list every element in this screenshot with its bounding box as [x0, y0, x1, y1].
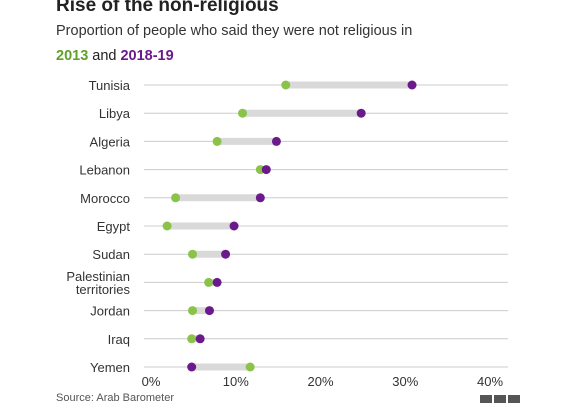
category-label: Egypt	[97, 219, 131, 234]
chart-title: Rise of the non-religious	[56, 0, 279, 16]
dot-2018	[407, 80, 417, 90]
dot-2013	[245, 362, 255, 372]
legend: 2013 and 2018-19	[56, 47, 174, 65]
x-tick-label: 30%	[392, 374, 418, 389]
dot-2013	[188, 249, 198, 259]
dot-2018	[187, 362, 197, 372]
source-note: Source: Arab Barometer	[56, 392, 175, 404]
category-label: Jordan	[90, 304, 130, 319]
x-tick-label: 10%	[223, 374, 249, 389]
chart-subtitle: Proportion of people who said they were …	[56, 23, 413, 39]
bbc-logo	[480, 395, 520, 403]
category-label: Libya	[99, 106, 131, 121]
dot-2013	[171, 193, 181, 203]
category-label: Morocco	[80, 191, 130, 206]
x-tick-label: 0%	[142, 374, 161, 389]
dot-2018	[204, 306, 214, 316]
dot-2018	[261, 165, 271, 175]
dot-2013	[204, 277, 214, 287]
dot-2018	[271, 136, 281, 146]
x-tick-label: 40%	[477, 374, 503, 389]
category-label: Tunisia	[89, 78, 131, 93]
dot-2018	[221, 249, 231, 259]
category-label: Sudan	[92, 247, 130, 262]
dot-2013	[162, 221, 172, 231]
dot-2018	[255, 193, 265, 203]
dot-2013	[281, 80, 291, 90]
legend-label-2018: 2018-19	[120, 48, 174, 64]
dot-2013	[238, 108, 248, 118]
x-tick-label: 20%	[307, 374, 333, 389]
category-label: Yemen	[90, 360, 130, 375]
dot-2013	[187, 334, 197, 344]
legend-connector-text: and	[92, 48, 117, 64]
dot-2018	[195, 334, 205, 344]
category-label: Lebanon	[79, 163, 130, 178]
category-label: Iraq	[108, 332, 130, 347]
legend-label-2013: 2013	[56, 48, 89, 64]
dot-2013	[212, 136, 222, 146]
dot-2018	[356, 108, 366, 118]
category-label: Palestinian territories	[66, 269, 130, 297]
dot-2013	[188, 306, 198, 316]
dot-2018	[229, 221, 239, 231]
dot-2018	[212, 277, 222, 287]
category-label: Algeria	[90, 134, 131, 149]
